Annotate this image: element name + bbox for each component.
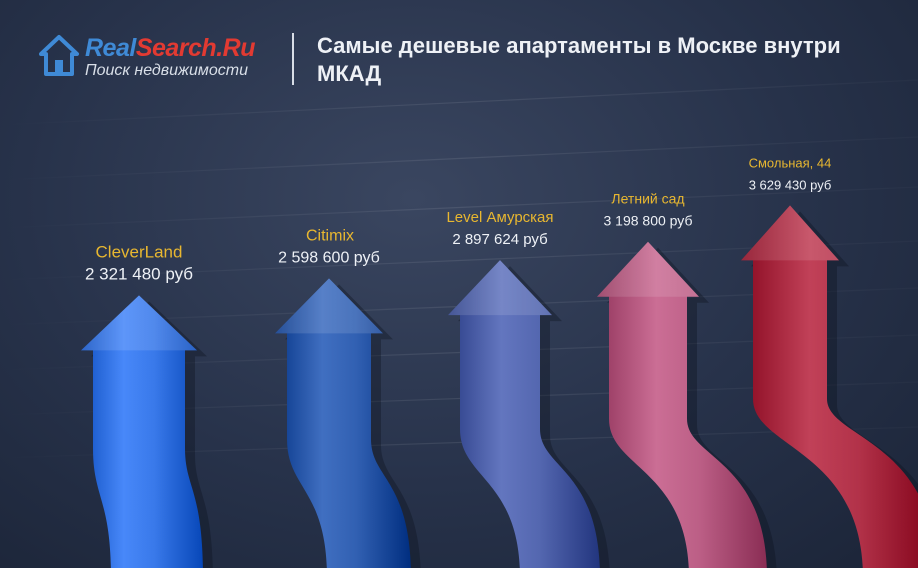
arrow-head-highlight	[597, 241, 699, 297]
arrow-head-highlight	[741, 205, 839, 261]
category-label: Летний сад	[611, 191, 684, 207]
grid-line	[0, 136, 918, 181]
logo-brand-part2: Search.Ru	[135, 34, 256, 62]
arrow-head-highlight	[448, 260, 552, 316]
category-label: Level Амурская	[446, 209, 553, 226]
logo-brand: RealSearch.Ru	[85, 34, 255, 63]
arrow-head-highlight	[81, 295, 197, 351]
category-label: Смольная, 44	[749, 155, 832, 170]
arrow-head-highlight	[275, 278, 383, 334]
bar-arrow-3	[448, 260, 600, 568]
page-title: Самые дешевые апартаменты в Москве внутр…	[317, 33, 841, 86]
category-label: Citimix	[306, 227, 354, 244]
bar-arrow-1	[81, 295, 203, 568]
logo-subtitle: Поиск недвижимости	[85, 62, 249, 79]
bar-arrow-4	[597, 241, 767, 568]
value-label: 3 629 430 руб	[749, 177, 832, 192]
chart-labels: CleverLand 2 321 480 руб Citimix 2 598 600 …	[85, 155, 831, 283]
grid-line	[0, 79, 918, 126]
value-label: 3 198 800 руб	[604, 213, 693, 229]
value-label: 2 598 600 руб	[278, 249, 380, 266]
realsearch-logo[interactable]: RealSearch.Ru Поиск недвижимости	[38, 34, 278, 84]
category-label: CleverLand	[96, 242, 183, 261]
chart-arrows	[81, 205, 918, 568]
value-label: 2 897 624 руб	[452, 231, 547, 248]
header: RealSearch.Ru Поиск недвижимости Самые д…	[0, 0, 918, 110]
house-icon	[39, 35, 79, 76]
bar-arrow-2	[275, 278, 411, 568]
grid-line	[0, 186, 918, 229]
bar-arrow-5	[741, 205, 918, 568]
logo-brand-part1: Real	[85, 34, 136, 62]
header-divider	[292, 33, 294, 85]
value-label: 2 321 480 руб	[85, 264, 193, 283]
